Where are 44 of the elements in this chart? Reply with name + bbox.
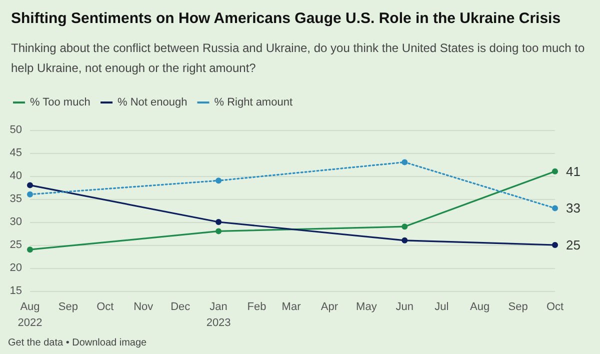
x-tick-label: Aug 2022 <box>18 301 42 329</box>
data-label: 41 <box>566 164 580 179</box>
y-tick-label: 50 <box>10 124 22 136</box>
x-tick-label: Apr <box>320 301 338 313</box>
point <box>402 237 408 244</box>
chart-title: Shifting Sentiments on How Americans Gauge U.S. Role in the Ukraine Crisis <box>11 10 561 27</box>
point <box>27 182 33 188</box>
data-label: 25 <box>566 238 580 252</box>
point <box>27 246 33 253</box>
point <box>216 228 222 234</box>
point <box>552 205 558 212</box>
point <box>216 178 222 184</box>
x-tick-label: Jun <box>396 301 414 313</box>
y-tick-label: 35 <box>10 193 22 205</box>
y-tick-label: 45 <box>10 147 22 159</box>
x-tick-label: Jul <box>434 301 449 313</box>
point <box>552 242 558 248</box>
point <box>402 224 408 230</box>
x-tick-label: Feb <box>247 301 266 313</box>
legend-label: % Not enough <box>118 96 188 108</box>
y-tick-label: 30 <box>10 216 22 228</box>
point <box>552 168 558 174</box>
y-tick-label: 25 <box>10 239 22 251</box>
legend-label: % Too much <box>30 96 90 108</box>
x-tick-label: Dec <box>170 301 191 313</box>
legend-label: % Right amount <box>214 96 293 108</box>
x-tick-label: May <box>356 301 378 313</box>
y-tick-label: 15 <box>10 285 22 297</box>
chart-subtitle: Thinking about the conflict between Russia and Ukraine, do you think the United States is doing too much to help Ukraine, not enough or the right amount? <box>11 41 588 75</box>
x-tick-label: Aug <box>470 301 490 313</box>
x-tick-label: Mar <box>282 301 302 313</box>
data-label: 33 <box>566 200 580 216</box>
x-tick-label: Sep <box>508 301 528 313</box>
point <box>216 219 222 225</box>
x-tick-label: Oct <box>96 301 114 313</box>
y-tick-label: 40 <box>10 170 22 182</box>
text: Get the data • Download image <box>8 338 148 348</box>
point <box>27 191 33 198</box>
y-tick-label: 20 <box>10 262 22 274</box>
point <box>402 159 408 166</box>
x-tick-label: Jan 2023 <box>206 301 231 329</box>
x-tick-label: Nov <box>134 301 154 313</box>
x-tick-label: Oct <box>546 301 564 313</box>
x-tick-label: Sep <box>58 301 78 313</box>
